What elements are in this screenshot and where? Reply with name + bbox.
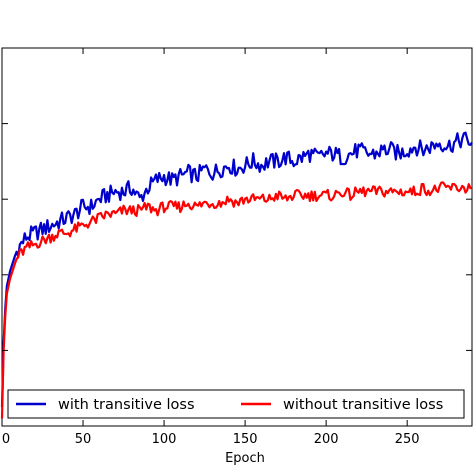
legend-label-without-transitive-loss: without transitive loss <box>283 397 443 413</box>
legend: with transitive loss without transitive … <box>7 389 465 419</box>
x-tick-label: 200 <box>314 432 339 447</box>
series-line-with-transitive-loss <box>0 131 473 408</box>
x-tick-label: 50 <box>75 432 92 447</box>
plot-area: 0 50 100 150 200 250 <box>0 47 473 447</box>
x-tick-label: 100 <box>152 432 177 447</box>
y-axis-ticks <box>2 123 472 351</box>
series-line-without-transitive-loss <box>0 181 473 419</box>
legend-box <box>7 389 465 419</box>
x-axis-ticks: 0 50 100 150 200 250 <box>1 48 420 447</box>
series-layer <box>0 131 473 419</box>
x-tick-label: 0 <box>2 432 10 447</box>
x-tick-label: 250 <box>395 432 420 447</box>
x-axis-label: Epoch <box>225 451 265 466</box>
x-tick-label: 150 <box>233 432 258 447</box>
legend-label-with-transitive-loss: with transitive loss <box>58 397 195 413</box>
plot-frame <box>1 47 473 427</box>
